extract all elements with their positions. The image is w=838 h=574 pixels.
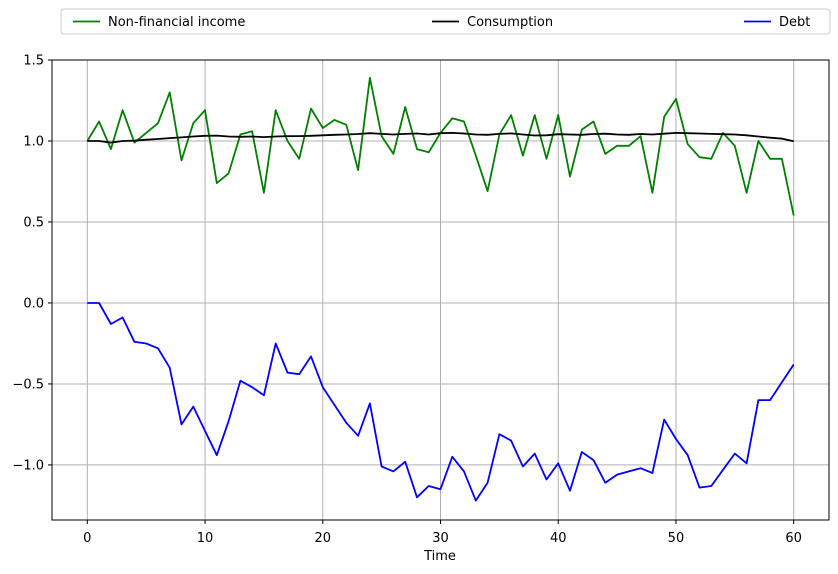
y-tick-label: 0.5 — [23, 215, 44, 230]
legend-item-non-financial-income: Non-financial income — [73, 15, 245, 30]
series-layer — [86, 76, 795, 502]
series-consumption-line — [87, 131, 794, 144]
legend-label-non-financial-income: Non-financial income — [108, 15, 245, 30]
y-tick-label: −0.5 — [12, 377, 44, 392]
legend-item-debt: Debt — [744, 15, 810, 30]
y-tick-label: 0.0 — [23, 296, 44, 311]
x-tick-label: 30 — [432, 531, 449, 546]
y-tick-label: 1.0 — [23, 134, 44, 149]
legend-item-consumption: Consumption — [432, 15, 553, 30]
x-tick-label: 0 — [83, 531, 91, 546]
y-tick-label: 1.5 — [23, 54, 44, 69]
x-tick-label: 60 — [785, 531, 802, 546]
x-tick-label: 10 — [197, 531, 214, 546]
x-tick-label: 20 — [314, 531, 331, 546]
y-tick-label: −1.0 — [12, 458, 44, 473]
x-tick-label: 40 — [550, 531, 567, 546]
series-debt-line — [87, 302, 795, 502]
legend-label-debt: Debt — [779, 15, 810, 30]
x-tick-label: 50 — [668, 531, 685, 546]
legend: Non-financial income Consumption Debt — [60, 8, 831, 35]
ticks-layer: 0 10 20 30 40 50 60 1.5 1.0 0.5 0.0 −0.5 −1.0 — [12, 54, 802, 547]
x-axis-title: Time — [423, 549, 456, 564]
grid-layer — [52, 59, 829, 520]
legend-label-consumption: Consumption — [467, 15, 553, 30]
